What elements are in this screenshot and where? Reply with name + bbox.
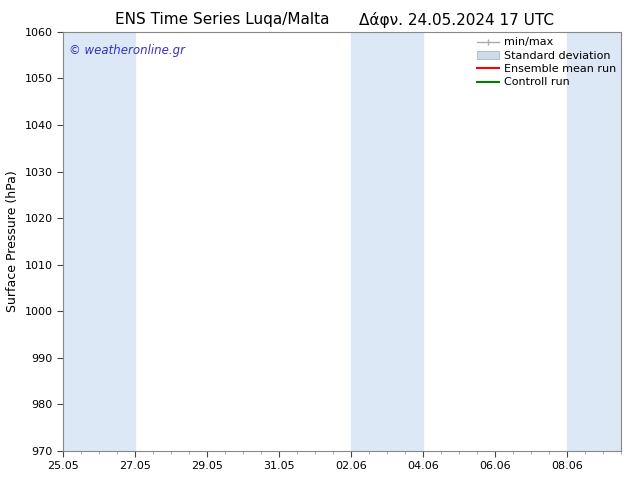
Y-axis label: Surface Pressure (hPa): Surface Pressure (hPa) (6, 171, 19, 312)
Bar (63, 32, 136, 451)
Legend: min/max, Standard deviation, Ensemble mean run, Controll run: min/max, Standard deviation, Ensemble me… (472, 33, 620, 92)
Bar (567, 32, 621, 451)
Text: © weatheronline.gr: © weatheronline.gr (69, 45, 185, 57)
Text: Δάφν. 24.05.2024 17 UTC: Δάφν. 24.05.2024 17 UTC (359, 12, 554, 28)
Text: ENS Time Series Luqa/Malta: ENS Time Series Luqa/Malta (115, 12, 329, 27)
Bar (351, 32, 424, 451)
